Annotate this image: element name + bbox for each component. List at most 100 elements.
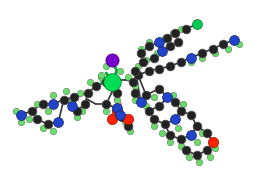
Point [212,147,216,150]
Point [30,109,34,112]
Point [99,74,103,77]
Point [146,41,150,43]
Point [207,156,211,159]
Point [35,118,39,121]
Point [83,102,87,105]
Point [199,131,203,134]
Point [210,47,214,50]
Point [178,61,182,63]
Point [40,127,44,130]
Point [109,118,113,121]
Point [188,114,193,116]
Point [173,32,177,35]
Point [194,140,198,143]
Point [109,116,113,119]
Point [72,96,76,99]
Point [93,85,97,88]
Point [85,92,89,94]
Point [178,145,182,147]
Point [75,109,79,112]
Point [194,153,198,156]
Point [151,118,155,121]
Point [165,96,169,99]
Point [157,67,161,70]
Point [167,140,171,143]
Point [212,52,216,55]
Point [175,41,179,43]
Point [133,85,137,88]
Point [162,36,166,39]
Point [14,109,18,112]
Point [104,80,108,83]
Point [178,138,182,141]
Point [157,105,161,108]
Point [188,56,193,59]
Point [35,102,39,105]
Point [136,74,140,77]
Point [51,129,55,132]
Point [167,45,171,48]
Point [88,80,92,83]
Point [77,92,82,94]
Point [46,122,50,125]
Point [19,120,23,123]
Point [40,102,44,105]
Point [75,116,79,119]
Point [51,94,55,97]
Point [120,116,124,119]
Point [144,105,148,108]
Point [80,109,84,112]
Point [173,100,177,103]
Point [146,45,150,48]
Point [194,23,198,26]
Point [162,122,166,125]
Point [64,89,68,92]
Point [130,80,134,83]
Point [146,109,150,112]
Point [109,80,113,83]
Point [133,98,137,101]
Point [138,52,142,55]
Point [183,27,187,30]
Point [104,109,108,112]
Point [125,118,129,121]
Point [170,32,174,35]
Point [178,27,182,30]
Point [204,131,209,134]
Point [151,56,155,59]
Point [170,94,174,97]
Point [56,120,60,123]
Point [114,107,118,110]
Point [188,133,193,136]
Point [194,125,198,128]
Point [99,76,103,79]
Point [196,160,200,163]
Point [27,118,31,121]
Point [69,98,73,101]
Point [231,38,235,41]
Point [61,98,66,101]
Point [175,127,179,130]
Point [183,149,187,152]
Point [144,94,148,97]
Point [157,87,161,90]
Point [220,43,224,46]
Point [69,105,73,108]
Point [157,41,161,43]
Point [165,36,169,39]
Point [133,69,137,72]
Point [159,131,163,134]
Point [188,61,193,63]
Point [144,58,148,61]
Point [104,102,108,105]
Point [199,56,203,59]
Point [226,47,230,50]
Point [114,98,118,101]
Point [236,43,240,46]
Point [181,102,185,105]
Point [122,120,126,123]
Point [104,65,108,68]
Point [141,61,145,63]
Point [151,125,155,128]
Point [154,52,158,55]
